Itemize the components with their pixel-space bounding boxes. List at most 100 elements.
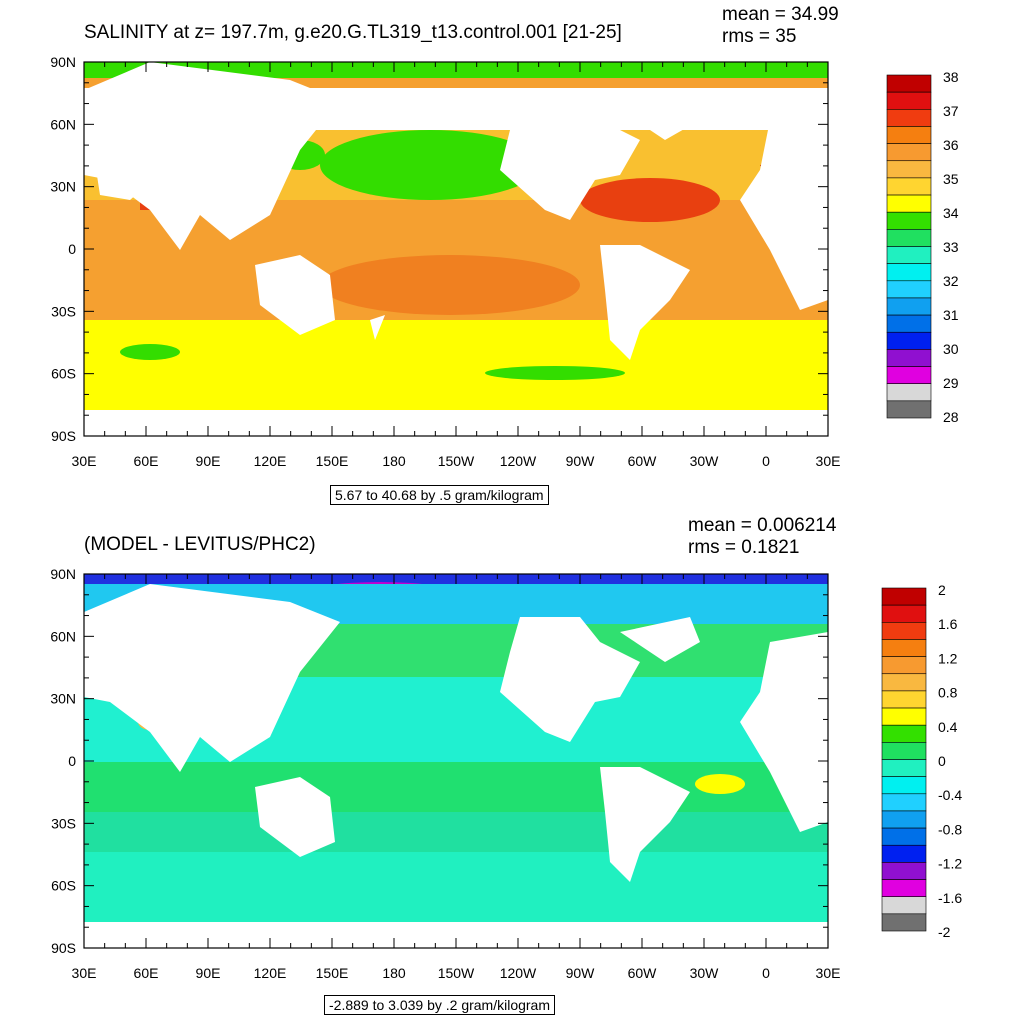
difference-colorbar-label: -2 — [938, 924, 951, 940]
salinity-colorbar-swatch — [886, 349, 932, 367]
difference-lat-label: 30S — [51, 815, 76, 831]
difference-title: (MODEL - LEVITUS/PHC2) — [84, 534, 316, 555]
salinity-lat-label: 60N — [50, 116, 76, 132]
difference-colorbar-label: 0.8 — [938, 685, 958, 701]
salinity-lon-label: 150W — [438, 453, 475, 469]
difference-lat-label: 60N — [50, 628, 76, 644]
salinity-lon-label: 0 — [762, 453, 770, 469]
salinity-colorbar-label: 36 — [943, 137, 959, 153]
difference-lon-label: 120E — [254, 965, 287, 981]
difference-map-axes: 90N 60N 30N 0 30S 60S 90S 30E 60E 90E 120E 150E 180 1… — [50, 566, 840, 981]
difference-lon-label: 60E — [134, 965, 159, 981]
salinity-colorbar-swatch — [886, 160, 932, 179]
salinity-colorbar-label: 31 — [943, 307, 959, 323]
difference-colorbar-swatch — [881, 639, 927, 657]
salinity-lat-label: 30S — [51, 303, 76, 319]
difference-lon-label: 60W — [628, 965, 658, 981]
salinity-colorbar-label: 30 — [943, 341, 959, 357]
salinity-colorbar-swatch — [886, 263, 932, 282]
salinity-colorbar-swatch — [886, 314, 932, 333]
difference-colorbar-swatch — [881, 724, 927, 743]
difference-lon-label: 90W — [566, 965, 596, 981]
difference-colorbar-label: 1.6 — [938, 616, 958, 632]
difference-colorbar-swatch — [881, 896, 927, 915]
difference-colorbar-label: -0.4 — [938, 787, 962, 803]
difference-lon-label: 30W — [690, 965, 720, 981]
salinity-mean: mean = 34.99 — [722, 4, 839, 25]
difference-lon-label: 90E — [196, 965, 221, 981]
salinity-colorbar-label: 35 — [943, 171, 959, 187]
difference-colorbar-label: -0.8 — [938, 821, 962, 837]
salinity-map-figure: 90N 60N 30N 0 30S 60S 90S 30E 60E 90E 120E 150E 180 1… — [50, 54, 959, 469]
difference-panel: 90N 60N 30N 0 30S 60S 90S 30E 60E 90E 120E 150E 180 1… — [0, 512, 1024, 1024]
salinity-lon-label: 30E — [72, 453, 97, 469]
difference-colorbar-swatch — [881, 913, 927, 932]
difference-colorbar-label: 1.2 — [938, 650, 958, 666]
eurasia-land — [84, 584, 340, 772]
salinity-lon-label: 150E — [316, 453, 349, 469]
salinity-colorbar-swatch — [886, 143, 932, 162]
salinity-lon-label: 60W — [628, 453, 658, 469]
difference-lat-label: 60S — [51, 878, 76, 894]
salinity-lat-label: 60S — [51, 366, 76, 382]
salinity-colorbar-swatch — [886, 383, 932, 402]
difference-lon-label: 0 — [762, 965, 770, 981]
difference-colorbar-swatch — [881, 622, 927, 640]
salinity-colorbar-swatch — [886, 331, 932, 350]
difference-colorbar-swatch — [881, 604, 927, 623]
difference-colorbar-swatch — [881, 673, 927, 692]
difference-colorbar-swatch — [881, 827, 927, 846]
difference-map-figure: 90N 60N 30N 0 30S 60S 90S 30E 60E 90E 120E 150E 180 1… — [50, 566, 962, 981]
salinity-lon-label: 120W — [500, 453, 537, 469]
north-america-land — [500, 617, 640, 742]
salinity-lon-label: 90E — [196, 453, 221, 469]
difference-lon-label: 30E — [816, 965, 841, 981]
salinity-lat-label: 90S — [51, 428, 76, 444]
salinity-lat-label: 0 — [68, 241, 76, 257]
salinity-colorbar-swatch — [886, 366, 932, 384]
difference-colorbar-swatch — [881, 707, 927, 726]
salinity-lon-label: 30E — [816, 453, 841, 469]
difference-lon-label: 180 — [382, 965, 406, 981]
salinity-lat-label: 90N — [50, 54, 76, 70]
africa-land — [740, 632, 828, 832]
difference-colorbar-swatch — [881, 759, 927, 777]
salinity-colorbar-swatch — [886, 229, 932, 247]
difference-colorbar-swatch — [881, 862, 927, 880]
salinity-colorbar-swatch — [886, 91, 932, 110]
salinity-rms: rms = 35 — [722, 26, 797, 47]
difference-rms: rms = 0.1821 — [688, 537, 800, 558]
salinity-colorbar-label: 38 — [943, 69, 959, 85]
difference-lat-label: 30N — [50, 691, 76, 707]
difference-colorbar-swatch — [881, 742, 927, 760]
difference-colorbar-swatch — [881, 810, 927, 829]
salinity-colorbar-label: 32 — [943, 273, 959, 289]
salinity-lon-label: 30W — [690, 453, 720, 469]
salinity-colorbar-swatch — [886, 400, 932, 419]
difference-map-field — [84, 574, 828, 948]
salinity-colorbar-swatch — [886, 109, 932, 127]
salinity-colorbar-swatch — [886, 297, 932, 316]
salinity-title: SALINITY at z= 197.7m, g.e20.G.TL319_t13… — [84, 22, 622, 43]
australia-land — [255, 255, 335, 335]
difference-colorbar-swatch — [881, 587, 927, 606]
salinity-colorbar-label: 37 — [943, 103, 959, 119]
salinity-lon-label: 90W — [566, 453, 596, 469]
difference-colorbar-swatch — [881, 844, 927, 863]
greenland-land — [620, 95, 700, 140]
salinity-colorbar-label: 33 — [943, 239, 959, 255]
difference-colorbar: 2 1.6 1.2 0.8 0.4 0 -0.4 -0.8 -1.2 -1.6 -2 — [881, 582, 962, 940]
salinity-lat-label: 30N — [50, 179, 76, 195]
difference-lat-label: 90S — [51, 940, 76, 956]
salinity-colorbar-swatch — [886, 194, 932, 213]
south-america-land — [600, 767, 690, 882]
difference-colorbar-label: 0.4 — [938, 719, 958, 735]
south-america-land — [600, 245, 690, 360]
difference-mean: mean = 0.006214 — [688, 515, 837, 536]
salinity-colorbar-label: 28 — [943, 409, 959, 425]
salinity-lon-label: 60E — [134, 453, 159, 469]
greenland-land — [620, 617, 700, 662]
difference-colorbar-swatch — [881, 879, 927, 897]
salinity-colorbar-swatch — [886, 126, 932, 144]
salinity-colorbar: 38 37 36 35 34 33 32 31 30 29 28 — [886, 69, 959, 425]
